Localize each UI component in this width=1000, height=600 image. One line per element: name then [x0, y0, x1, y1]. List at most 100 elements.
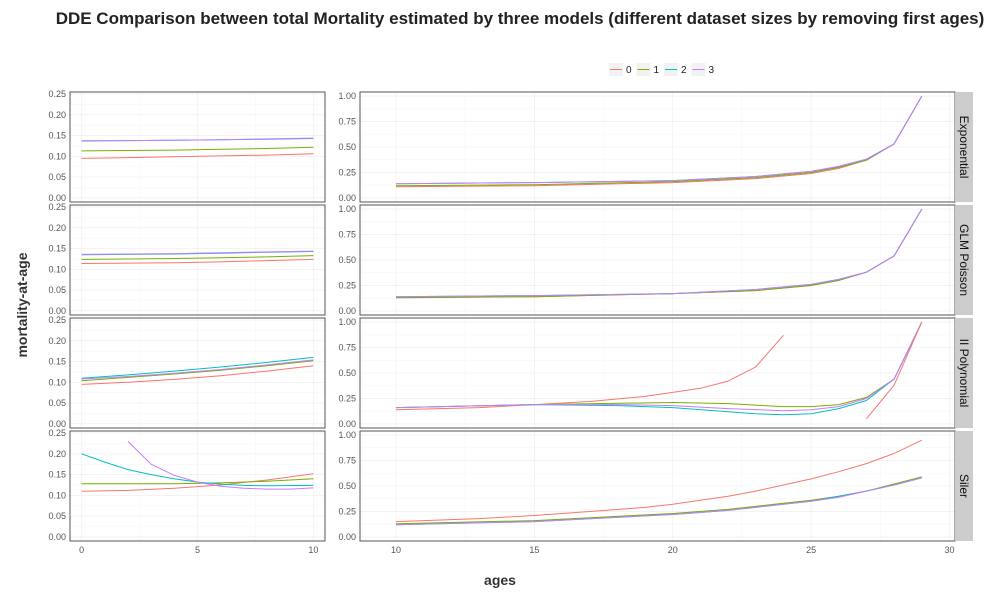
y-tick-label: 0.00	[338, 532, 356, 542]
y-tick-label: 0.20	[48, 223, 66, 233]
y-tick-label: 1.00	[338, 91, 356, 101]
strip-exponential: Exponential	[955, 92, 973, 202]
y-tick-label: 0.20	[48, 336, 66, 346]
x-tick-label: 30	[944, 545, 954, 555]
y-tick-label: 0.05	[48, 511, 66, 521]
y-tick-label: 0.75	[338, 456, 356, 466]
panel-glm-poisson-left: 0.00 0.05 0.10 0.15 0.20 0.25	[48, 202, 326, 316]
series-line-3	[81, 137, 314, 142]
panel-siler-right: 0.00 0.25 0.50 0.75 1.00 10 15 20 25 30	[338, 430, 956, 555]
series-line-0	[395, 439, 923, 523]
legend-label-2: 2	[681, 65, 687, 76]
strip-background	[955, 205, 973, 315]
x-tick-label: 0	[79, 545, 84, 555]
series-line-2	[395, 321, 923, 416]
series-line-0	[395, 334, 784, 411]
panel-border	[69, 204, 326, 316]
series-line-3	[81, 250, 314, 255]
x-tick-label: 25	[806, 545, 816, 555]
y-tick-label: 0.25	[338, 167, 356, 177]
y-tick-label: 0.25	[48, 315, 66, 325]
legend-label-1: 1	[654, 65, 660, 76]
y-tick-label: 0.00	[338, 419, 356, 429]
y-tick-label: 0.00	[48, 306, 66, 316]
y-tick-label: 0.25	[48, 202, 66, 212]
strip-label: II Polynomial	[957, 339, 971, 408]
y-tick-label: 0.25	[338, 280, 356, 290]
series-line-3	[127, 441, 314, 490]
y-tick-label: 0.20	[48, 449, 66, 459]
series-line-1	[81, 478, 314, 485]
series-line-2	[81, 453, 314, 487]
strip-label: Exponential	[957, 116, 971, 179]
chart-title: DDE Comparison between total Mortality e…	[56, 9, 985, 28]
series-line-3	[395, 208, 923, 298]
panels: 0.000.050.100.150.200.250.000.250.500.75…	[48, 89, 973, 555]
x-tick-label: 20	[668, 545, 678, 555]
panel-siler-left: 0.00 0.05 0.10 0.15 0.20 0.25 0 5 10	[48, 428, 326, 555]
series-line-0	[81, 153, 314, 159]
y-axis-title: mortality-at-age	[14, 252, 30, 357]
x-axis-title: ages	[484, 572, 516, 588]
legend: 0 1 2 3	[609, 63, 715, 76]
y-tick-label: 0.75	[338, 343, 356, 353]
y-tick-label: 0.10	[48, 151, 66, 161]
y-tick-label: 0.10	[48, 264, 66, 274]
strip-background	[955, 431, 973, 541]
series-line-1	[81, 255, 314, 260]
y-tick-label: 1.00	[338, 317, 356, 327]
y-tick-label: 0.75	[338, 230, 356, 240]
y-tick-label: 0.50	[338, 255, 356, 265]
strip-ii-polynomial: II Polynomial	[955, 318, 973, 428]
y-tick-label: 0.75	[338, 117, 356, 127]
y-tick-label: 0.50	[338, 142, 356, 152]
y-tick-label: 0.15	[48, 244, 66, 254]
legend-label-0: 0	[626, 65, 632, 76]
panel-ii-polynomial-left: 0.00 0.05 0.10 0.15 0.20 0.25	[48, 315, 326, 429]
x-tick-label: 10	[391, 545, 401, 555]
x-tick-label: 10	[308, 545, 318, 555]
panel-border	[69, 91, 326, 203]
legend-entry-3: 3	[691, 63, 715, 76]
strip-label: Siler	[957, 474, 971, 498]
y-tick-label: 0.50	[338, 368, 356, 378]
series-line-1	[81, 360, 314, 382]
y-tick-label: 0.00	[48, 419, 66, 429]
strip-background	[955, 92, 973, 202]
y-tick-label: 0.15	[48, 131, 66, 141]
series-line-3	[395, 477, 922, 526]
y-tick-label: 0.50	[338, 481, 356, 491]
legend-entry-0: 0	[609, 63, 632, 76]
series-line-3	[395, 95, 923, 185]
legend-label-3: 3	[709, 65, 715, 76]
y-tick-label: 0.05	[48, 285, 66, 295]
y-tick-label: 0.00	[48, 193, 66, 203]
series-line-3	[81, 359, 314, 380]
x-tick-label: 5	[195, 545, 200, 555]
y-tick-label: 0.25	[338, 506, 356, 516]
panel-border	[69, 430, 326, 542]
y-tick-label: 0.25	[338, 393, 356, 403]
strip-siler: Siler	[955, 431, 973, 541]
strip-glm-poisson: GLM Poisson	[955, 205, 973, 315]
panel-border	[69, 317, 326, 429]
y-tick-label: 0.15	[48, 357, 66, 367]
y-tick-label: 0.10	[48, 490, 66, 500]
x-tick-label: 15	[529, 545, 539, 555]
series-line-0b	[866, 321, 923, 420]
y-tick-label: 0.15	[48, 470, 66, 480]
y-tick-label: 0.05	[48, 398, 66, 408]
y-tick-label: 0.25	[48, 428, 66, 438]
y-tick-label: 0.00	[338, 306, 356, 316]
series-line-0	[81, 365, 314, 385]
panel-exponential-left: 0.00 0.05 0.10 0.15 0.20 0.25	[48, 89, 326, 203]
panel-glm-poisson-right: 0.00 0.25 0.50 0.75 1.00	[338, 204, 956, 316]
panel-ii-polynomial-right: 0.00 0.25 0.50 0.75 1.00	[338, 317, 956, 429]
y-tick-label: 0.00	[338, 193, 356, 203]
legend-entry-2: 2	[664, 63, 687, 76]
strip-background	[955, 318, 973, 428]
y-tick-label: 0.20	[48, 110, 66, 120]
legend-entry-1: 1	[636, 63, 660, 76]
y-tick-label: 1.00	[338, 204, 356, 214]
